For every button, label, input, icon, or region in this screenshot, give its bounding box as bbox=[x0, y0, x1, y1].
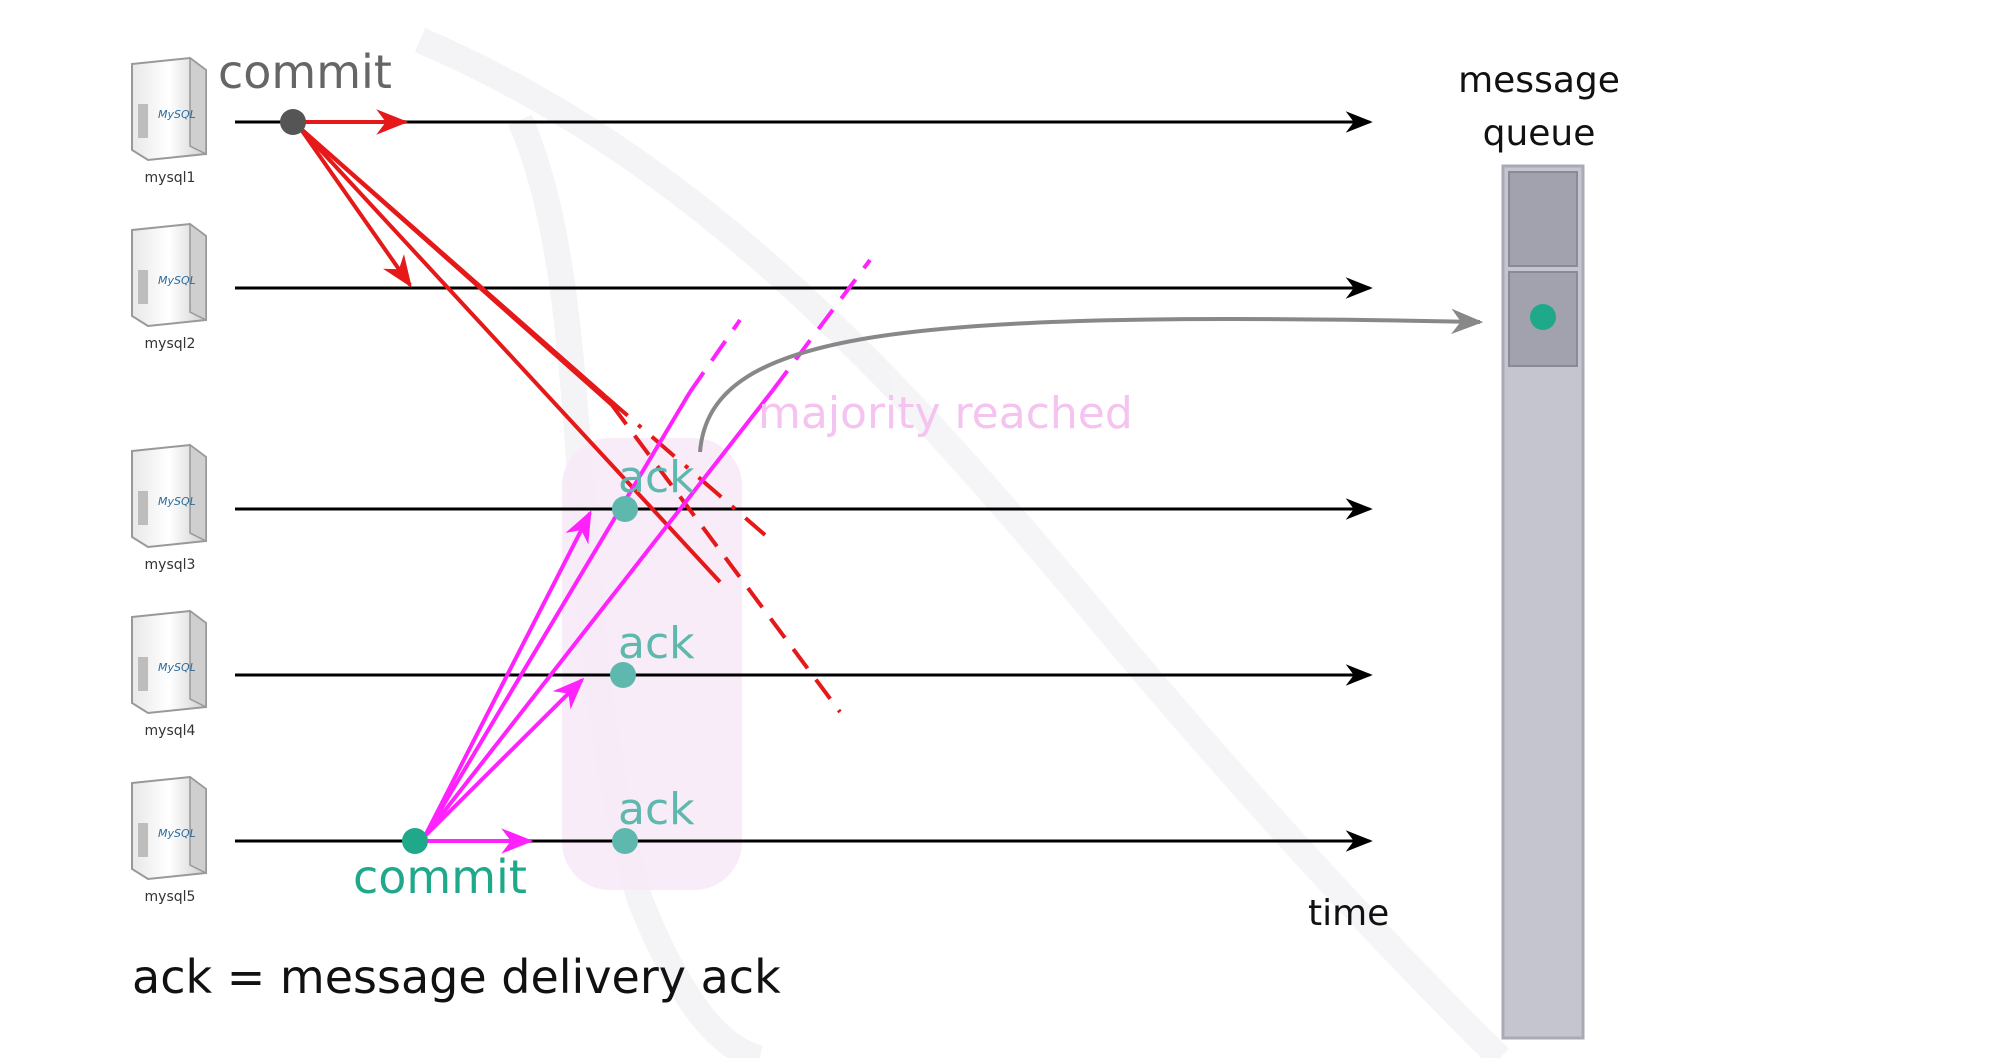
commit-dot-mysql1 bbox=[280, 109, 306, 135]
server-logo: MySQL bbox=[158, 274, 196, 287]
ack-label-mysql3: ack bbox=[618, 452, 695, 503]
magenta-dashed-mysql1 bbox=[771, 258, 872, 392]
server-logo: MySQL bbox=[158, 495, 196, 508]
server-mysql3: MySQL bbox=[131, 443, 207, 549]
red-dashed-mysql4 bbox=[610, 403, 842, 714]
server-label-mysql2: mysql2 bbox=[145, 336, 196, 352]
queue-message-dot bbox=[1530, 304, 1556, 330]
magenta-line-mysql2 bbox=[423, 390, 692, 838]
majority-to-queue-arrow bbox=[698, 308, 1484, 453]
queue-label-line2: queue bbox=[1483, 113, 1596, 154]
ack-label-mysql4: ack bbox=[618, 618, 695, 669]
majority-reached-label: majority reached bbox=[758, 388, 1133, 439]
magenta-arrow-mysql3 bbox=[423, 510, 592, 837]
red-arrow-mysql2 bbox=[298, 126, 412, 288]
server-mysql1: MySQL bbox=[131, 56, 207, 162]
ack-dot-mysql5 bbox=[612, 828, 638, 854]
time-label: time bbox=[1308, 893, 1389, 934]
ack-dot-mysql4 bbox=[610, 662, 636, 688]
queue-slot-2 bbox=[1508, 271, 1578, 367]
magenta-line-mysql1 bbox=[423, 388, 775, 838]
commit-label-bottom: commit bbox=[353, 850, 527, 904]
magenta-messages bbox=[423, 258, 872, 854]
legend-text: ack = message delivery ack bbox=[132, 950, 781, 1004]
red-line-mysql3 bbox=[298, 126, 722, 584]
server-label-mysql5: mysql5 bbox=[145, 889, 196, 905]
ack-label-mysql5: ack bbox=[618, 784, 695, 835]
server-logo: MySQL bbox=[158, 827, 196, 840]
message-queue bbox=[1501, 164, 1585, 1040]
magenta-dashed-mysql2 bbox=[688, 318, 742, 394]
red-line-mysql5 bbox=[298, 126, 607, 398]
red-messages bbox=[292, 109, 842, 714]
server-mysql5: MySQL bbox=[131, 775, 207, 881]
ack-region bbox=[562, 438, 742, 890]
ack-dot-mysql3 bbox=[612, 496, 638, 522]
server-logo: MySQL bbox=[158, 661, 196, 674]
server-mysql4: MySQL bbox=[131, 609, 207, 715]
server-label-mysql4: mysql4 bbox=[145, 723, 196, 739]
queue-slot-1 bbox=[1508, 171, 1578, 267]
timelines bbox=[235, 111, 1373, 852]
server-logo: MySQL bbox=[158, 108, 196, 121]
server-label-mysql1: mysql1 bbox=[145, 170, 196, 186]
queue-label-line1: message bbox=[1458, 60, 1620, 101]
server-mysql2: MySQL bbox=[131, 222, 207, 328]
magenta-arrow-mysql4 bbox=[423, 677, 585, 838]
commit-dot-mysql5 bbox=[402, 828, 428, 854]
commit-label-top: commit bbox=[218, 45, 392, 99]
server-label-mysql3: mysql3 bbox=[145, 557, 196, 573]
